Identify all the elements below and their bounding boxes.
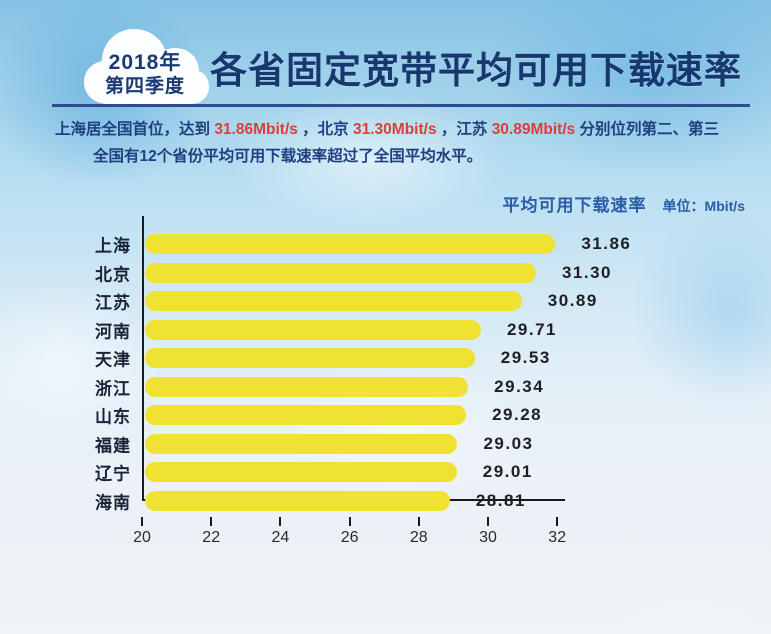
- value-label: 31.86: [581, 234, 632, 254]
- bar: [145, 234, 556, 255]
- province-label: 海南: [95, 493, 131, 513]
- value-label: 29.53: [500, 348, 551, 368]
- province-label: 河南: [95, 322, 131, 342]
- bar-row: 上海 31.86: [95, 230, 630, 259]
- value-label: 29.28: [492, 405, 543, 425]
- bar-row: 天津 29.53: [95, 344, 565, 373]
- description-line2: 全国有12个省份平均可用下载速率超过了全国平均水平。: [93, 148, 483, 165]
- badge-year: 2018年: [108, 51, 182, 74]
- tick-mark: [210, 517, 213, 526]
- tick-label: 24: [271, 529, 290, 546]
- description-text: ，北京: [297, 121, 353, 138]
- tick-label: 22: [202, 529, 221, 546]
- description-line1: 上海居全国首位，达到 31.86Mbit/s ，北京 31.30Mbit/s ，…: [55, 116, 765, 143]
- bar-row: 辽宁 29.01: [95, 458, 565, 487]
- chart-unit: 单位：Mbit/s: [662, 198, 745, 214]
- province-label: 辽宁: [95, 464, 131, 484]
- bar-rows: 上海 31.86 北京 31.30 江苏 30.89 河南 29.71 天津 29.53 浙江 29.…: [95, 216, 630, 512]
- x-axis: 20 22 24 26 28 30 32: [133, 517, 567, 559]
- quarter-badge: 2018年 第四季度: [78, 16, 212, 112]
- tick-mark: [141, 517, 143, 526]
- highlight-value: 31.86Mbit/s: [214, 121, 298, 138]
- tick-label: 30: [479, 529, 497, 546]
- tick-label: 20: [133, 529, 151, 546]
- chart-header: 平均可用下载速率 单位：Mbit/s: [0, 191, 745, 216]
- bar-row: 海南 28.81: [95, 487, 565, 516]
- tick-mark: [487, 517, 489, 526]
- bar-row: 山东 29.28: [95, 401, 565, 430]
- description-text: 分别位列第二、第三: [575, 121, 720, 138]
- chart-title: 平均可用下载速率: [502, 196, 647, 215]
- bar: [145, 462, 457, 483]
- tick-mark: [348, 517, 351, 526]
- badge-quarter: 第四季度: [104, 76, 185, 97]
- value-label: 29.01: [482, 462, 533, 482]
- bar: [145, 262, 536, 283]
- value-label: 29.34: [494, 376, 545, 396]
- bar-row: 北京 31.30: [95, 259, 611, 288]
- description: 上海居全国首位，达到 31.86Mbit/s ，北京 31.30Mbit/s ，…: [55, 116, 765, 170]
- value-label: 28.81: [475, 490, 526, 510]
- tick-mark: [279, 517, 282, 526]
- bar-row: 浙江 29.34: [95, 373, 565, 402]
- description-text: ，江苏: [436, 121, 492, 138]
- bar: [145, 376, 469, 397]
- bar: [145, 319, 481, 340]
- page-title: 各省固定宽带平均可用下载速率: [210, 50, 742, 91]
- province-label: 江苏: [95, 293, 131, 313]
- value-label: 29.03: [483, 433, 534, 453]
- bar-chart: 上海 31.86 北京 31.30 江苏 30.89 河南 29.71 天津 29.53 浙江 29.…: [95, 216, 630, 512]
- province-label: 山东: [95, 407, 131, 427]
- bar: [145, 490, 450, 511]
- highlight-value: 31.30Mbit/s: [353, 121, 437, 138]
- tick-mark: [556, 517, 559, 526]
- bar: [145, 405, 467, 426]
- cloud-icon: [84, 29, 209, 104]
- bar-row: 福建 29.03: [95, 430, 565, 459]
- cloud-decoration: [590, 585, 771, 634]
- province-label: 福建: [95, 436, 131, 456]
- bar: [145, 433, 458, 454]
- tick-mark: [417, 517, 420, 526]
- province-label: 浙江: [95, 379, 131, 399]
- province-label: 天津: [95, 350, 131, 370]
- value-label: 31.30: [561, 262, 613, 282]
- bar: [145, 348, 475, 369]
- highlight-value: 30.89Mbit/s: [491, 121, 576, 138]
- description-text: 上海居全国首位，达到: [55, 121, 215, 138]
- value-label: 29.71: [506, 319, 557, 339]
- bar-row: 江苏 30.89: [95, 287, 596, 316]
- province-label: 上海: [95, 236, 131, 256]
- tick-label: 28: [409, 529, 428, 546]
- bar: [145, 291, 522, 312]
- tick-label: 26: [340, 529, 359, 546]
- bar-row: 河南 29.71: [95, 316, 565, 345]
- value-label: 30.89: [547, 291, 598, 311]
- sky-patch-decoration: [420, 0, 771, 220]
- header-divider: [52, 104, 750, 107]
- tick-label: 32: [548, 529, 567, 546]
- province-label: 北京: [95, 265, 131, 285]
